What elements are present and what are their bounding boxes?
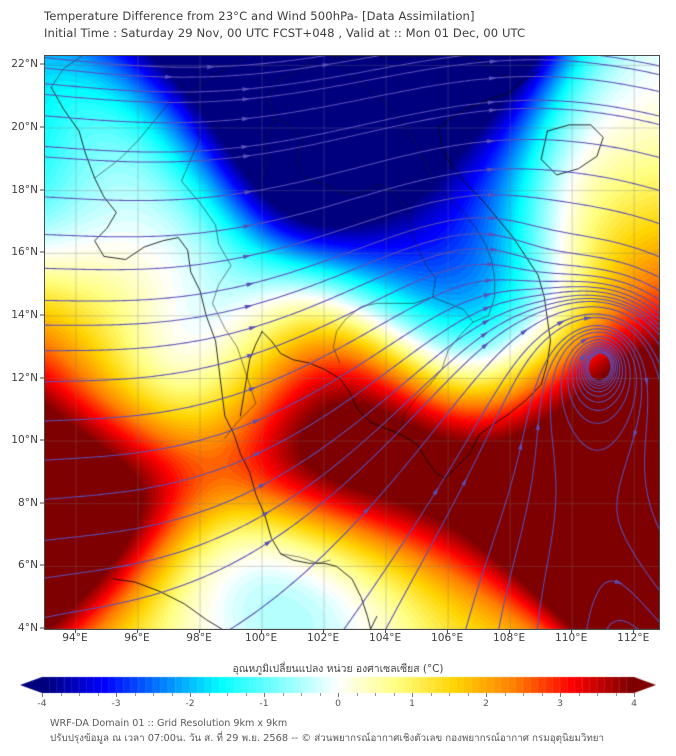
y-tick-label: 6°N [18,559,38,572]
colorbar-minor-tick [282,693,284,696]
colorbar-minor-tick [597,693,598,696]
colorbar-minor-tick [134,693,136,696]
y-tick-label: 20°N [11,121,38,134]
colorbar-minor-tick [578,693,580,696]
colorbar-minor-tick [60,693,62,696]
colorbar-minor-tick [227,693,228,696]
colorbar-major-tick [264,693,265,697]
colorbar-tick-label: -1 [259,698,269,709]
y-tick-label: 8°N [18,496,38,509]
colorbar: อุณหภูมิเปลี่ยนแปลง หน่วย องศาเซลเซียส (… [0,660,676,709]
colorbar-tick-label: 0 [335,698,341,709]
colorbar-major-tick [412,693,413,697]
colorbar-minor-tick [153,693,154,696]
colorbar-tick-label: -4 [37,698,47,709]
colorbar-minor-tick [523,693,524,696]
colorbar-major-tick [42,693,43,697]
chart-footer: WRF-DA Domain 01 :: Grid Resolution 9km … [50,716,670,746]
colorbar-minor-tick [467,693,469,696]
y-tick-label: 16°N [11,246,38,259]
colorbar-tick-label: 1 [409,698,415,709]
y-tick-label: 10°N [11,434,38,447]
colorbar-tick-label: -3 [111,698,121,709]
colorbar-minor-tick [541,693,543,696]
colorbar-major-tick [486,693,487,697]
colorbar-minor-tick [319,693,321,696]
colorbar-minor-tick [393,693,395,696]
x-tick-label: 94°E [62,632,88,644]
colorbar-minor-tick [449,693,450,696]
y-tick-label: 14°N [11,308,38,321]
y-tick-label: 12°N [11,371,38,384]
colorbar-minor-tick [79,693,80,696]
colorbar-major-tick [338,693,339,697]
colorbar-minor-tick [97,693,99,696]
x-tick-label: 104°E [369,632,402,644]
footer-line-model: WRF-DA Domain 01 :: Grid Resolution 9km … [50,718,288,729]
colorbar-minor-tick [356,693,358,696]
x-tick-label: 108°E [493,632,526,644]
colorbar-minor-tick [301,693,302,696]
colorbar-tick-label: 3 [557,698,563,709]
x-tick-label: 102°E [306,632,340,644]
chart-title-line1: Temperature Difference from 23°C and Win… [44,9,475,23]
colorbar-minor-tick [171,693,173,696]
x-tick-label: 106°E [431,632,464,644]
colorbar-major-tick [634,693,635,697]
chart-header: Temperature Difference from 23°C and Win… [44,8,664,42]
colorbar-gradient [20,675,656,697]
x-tick-label: 110°E [555,632,588,644]
chart-title-line2: Initial Time : Saturday 29 Nov, 00 UTC F… [44,26,526,40]
y-tick-label: 4°N [18,622,38,634]
colorbar-minor-tick [504,693,506,696]
colorbar-minor-tick [375,693,376,696]
colorbar-major-tick [116,693,117,697]
y-tick-label: 18°N [11,183,38,196]
colorbar-major-tick [560,693,561,697]
colorbar-minor-tick [245,693,247,696]
temperature-field-canvas [45,56,659,629]
x-tick-label: 100°E [244,632,278,644]
y-tick-label: 22°N [11,58,38,71]
colorbar-tick-label: 4 [631,698,637,709]
x-tick-label: 112°E [617,632,650,644]
footer-line-credit: ปรับปรุงข้อมูล ณ เวลา 07:00น. วัน ส. ที่… [50,733,605,744]
colorbar-tick-label: -2 [185,698,195,709]
colorbar-minor-tick [430,693,432,696]
colorbar-minor-tick [615,693,617,696]
colorbar-major-tick [190,693,191,697]
x-tick-label: 96°E [124,632,150,644]
x-tick-label: 98°E [186,632,212,644]
colorbar-minor-tick [208,693,210,696]
colorbar-tick-label: 2 [483,698,489,709]
colorbar-title: อุณหภูมิเปลี่ยนแปลง หน่วย องศาเซลเซียส (… [232,663,444,675]
map-plot-area [44,55,660,630]
